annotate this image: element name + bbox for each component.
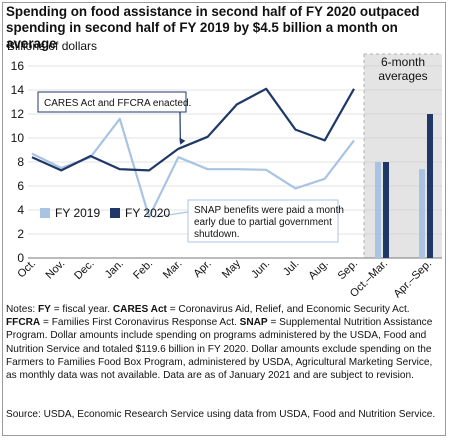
y-tick-label: 0	[17, 251, 24, 265]
series-line	[31, 87, 355, 172]
x-tick-label: Mar.	[161, 258, 185, 282]
averages-panel-title: 6-month averages	[378, 55, 427, 83]
annotation-box	[37, 91, 187, 113]
x-tick-label: Jun.	[249, 258, 272, 281]
annotation-arrowhead	[179, 137, 186, 145]
y-tick-label: 2	[17, 227, 24, 241]
x-tick-label: Feb.	[131, 258, 155, 282]
figure-frame	[2, 2, 446, 436]
annotation-text: SNAP benefits were paid a month early due…	[194, 205, 344, 240]
note-text: = Supplemental Nutrition Assistance Prog…	[6, 317, 433, 382]
annotation-leader	[153, 211, 189, 218]
annotation-box	[187, 199, 339, 243]
note-term: FFCRA	[6, 317, 41, 329]
average-bar	[383, 162, 389, 258]
x-tick-label: Dec.	[72, 258, 96, 282]
average-bar	[427, 114, 433, 258]
x-tick-label: Nov.	[43, 258, 67, 282]
legend-label: FY 2020	[125, 206, 170, 220]
notes-prefix: Notes:	[6, 304, 38, 315]
note-text: = fiscal year.	[50, 304, 113, 315]
legend-swatch	[40, 208, 50, 218]
average-bar	[419, 169, 425, 258]
chart-source: Source: USDA, Economic Research Service …	[6, 409, 436, 420]
y-tick-label: 14	[11, 83, 25, 97]
y-tick-label: 16	[11, 59, 25, 73]
x-tick-label: Jul.	[281, 258, 302, 279]
x-tick-label: May	[220, 257, 244, 281]
averages-x-label: Apr.–Sep.	[391, 258, 434, 300]
note-term: CARES Act	[112, 304, 167, 315]
note-text: = Coronavirus Aid, Relief, and Economic …	[166, 304, 410, 315]
y-tick-label: 12	[11, 107, 25, 121]
legend-swatch	[110, 208, 120, 218]
note-text: = Families First Coronavirus Response Ac…	[40, 317, 240, 329]
note-term: FY	[37, 304, 51, 315]
note-term: SNAP	[239, 317, 268, 329]
y-tick-label: 6	[17, 179, 24, 193]
annotation-text: CARES Act and FFCRA enacted.	[44, 98, 191, 109]
y-tick-label: 4	[17, 203, 24, 217]
y-tick-label: 10	[11, 131, 25, 145]
y-tick-label: 8	[17, 155, 24, 169]
chart-title: Spending on food assistance in second ha…	[6, 4, 420, 51]
x-tick-label: Apr.	[191, 258, 213, 280]
average-bar	[375, 162, 381, 258]
x-tick-label: Aug.	[306, 258, 330, 282]
x-tick-label: Jan.	[103, 258, 126, 281]
chart-notes: Notes: FY = fiscal year. CARES Act = Cor…	[6, 303, 442, 382]
y-axis-label: Billions of dollars	[7, 39, 98, 53]
x-tick-label: Sep.	[336, 258, 360, 282]
legend-label: FY 2019	[55, 206, 100, 220]
